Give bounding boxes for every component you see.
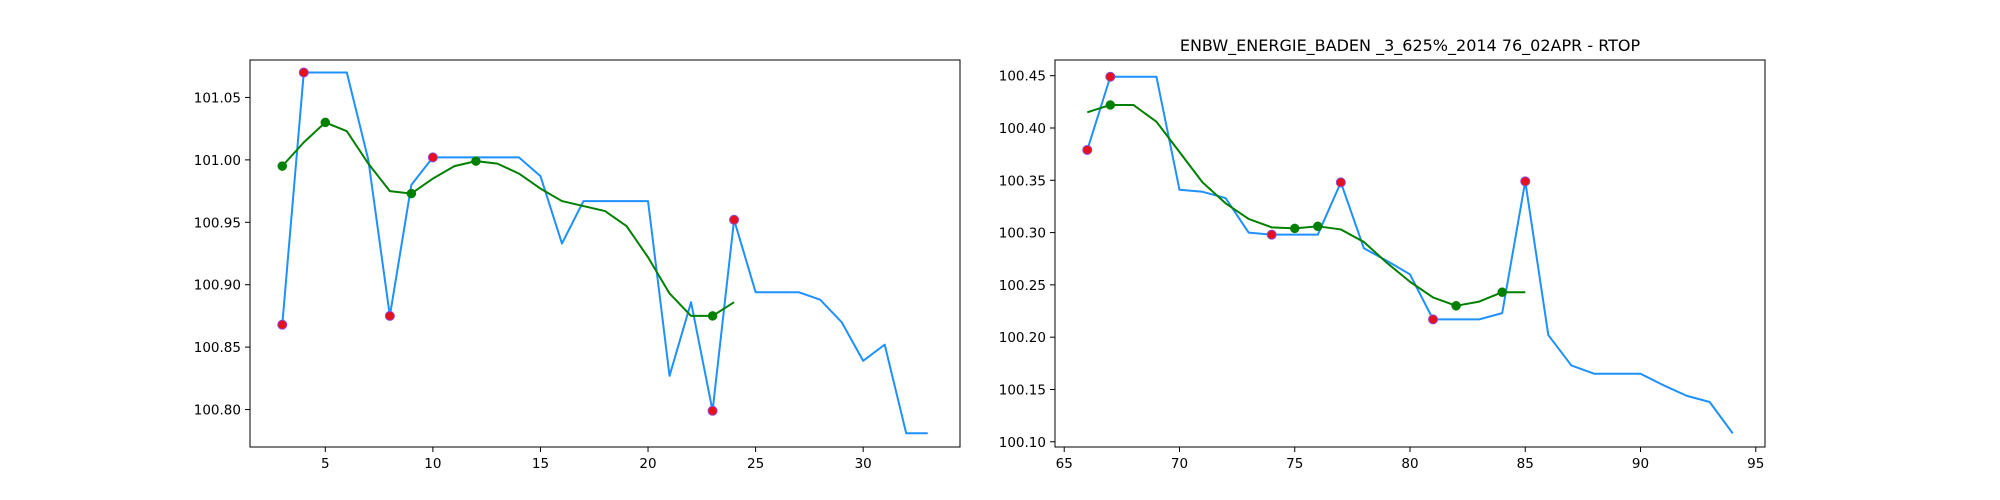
x-tick-label: 90: [1632, 456, 1649, 472]
smooth-point-0: [277, 161, 288, 171]
y-tick-label: 100.45: [999, 69, 1046, 85]
y-tick-label: 100.10: [999, 435, 1046, 451]
x-tick-label: 65: [1056, 456, 1073, 472]
y-tick-label: 100.95: [194, 215, 241, 231]
x-tick-label: 5: [321, 456, 330, 472]
x-tick-label: 80: [1401, 456, 1418, 472]
smooth-point-2: [1313, 221, 1323, 232]
smooth-point-3: [1451, 301, 1461, 311]
y-tick-label: 101.05: [194, 90, 241, 106]
y-tick-label: 101.00: [194, 153, 241, 169]
chart-right: 65 70 75 80 85 90 95 100.10 100.15 100.20 100.25 10…: [999, 36, 1766, 472]
extrema-point-4: [1428, 314, 1439, 325]
x-tick-label: 30: [855, 456, 872, 472]
smooth-point-4: [707, 311, 718, 321]
series-line-0: [1086, 75, 1734, 434]
y-tick-label: 100.80: [194, 403, 241, 419]
extrema-point-0: [1082, 144, 1093, 155]
extrema-point-2: [1266, 229, 1277, 240]
x-tick-label: 15: [532, 456, 549, 472]
y-tick-label: 100.35: [999, 173, 1046, 189]
smooth-point-1: [1289, 223, 1300, 234]
plot-frame: [249, 59, 961, 448]
smooth-point-1: [320, 117, 331, 128]
extrema-point-1: [298, 67, 309, 78]
extrema-point-2: [384, 310, 395, 321]
y-tick-label: 100.30: [999, 226, 1046, 242]
x-tick-label: 25: [747, 456, 764, 472]
extrema-point-4: [707, 405, 718, 416]
extrema-point-3: [427, 152, 438, 163]
y-tick-label: 100.25: [999, 278, 1046, 294]
x-tick-label: 85: [1517, 456, 1534, 472]
extrema-point-1: [1105, 71, 1116, 82]
extrema-point-3: [1335, 177, 1346, 188]
smooth-point-3: [471, 156, 481, 166]
extrema-point-0: [277, 319, 288, 330]
y-tick-label: 100.90: [194, 278, 241, 294]
smooth-point-0: [1105, 100, 1116, 110]
x-tick-label: 95: [1747, 456, 1764, 472]
y-tick-label: 100.15: [999, 382, 1046, 398]
extrema-point-5: [729, 214, 740, 225]
y-tick-label: 100.85: [194, 340, 241, 356]
chart-left: 5 10 15 20 25 30 100.80 100.85 100.90 100.95 101.0…: [194, 59, 961, 472]
x-tick-label: 70: [1171, 456, 1188, 472]
y-tick-label: 100.20: [999, 330, 1046, 346]
chart-title: ENBW_ENERGIE_BADEN _3_625%_2014 76_02APR…: [1180, 36, 1641, 56]
smooth-point-4: [1497, 287, 1507, 297]
smooth-point-2: [406, 188, 417, 199]
x-tick-label: 20: [639, 456, 656, 472]
series-line-1: [281, 121, 735, 317]
x-tick-label: 75: [1286, 456, 1303, 472]
x-tick-label: 10: [424, 456, 441, 472]
y-tick-label: 100.40: [999, 121, 1046, 137]
extrema-point-5: [1520, 176, 1531, 187]
